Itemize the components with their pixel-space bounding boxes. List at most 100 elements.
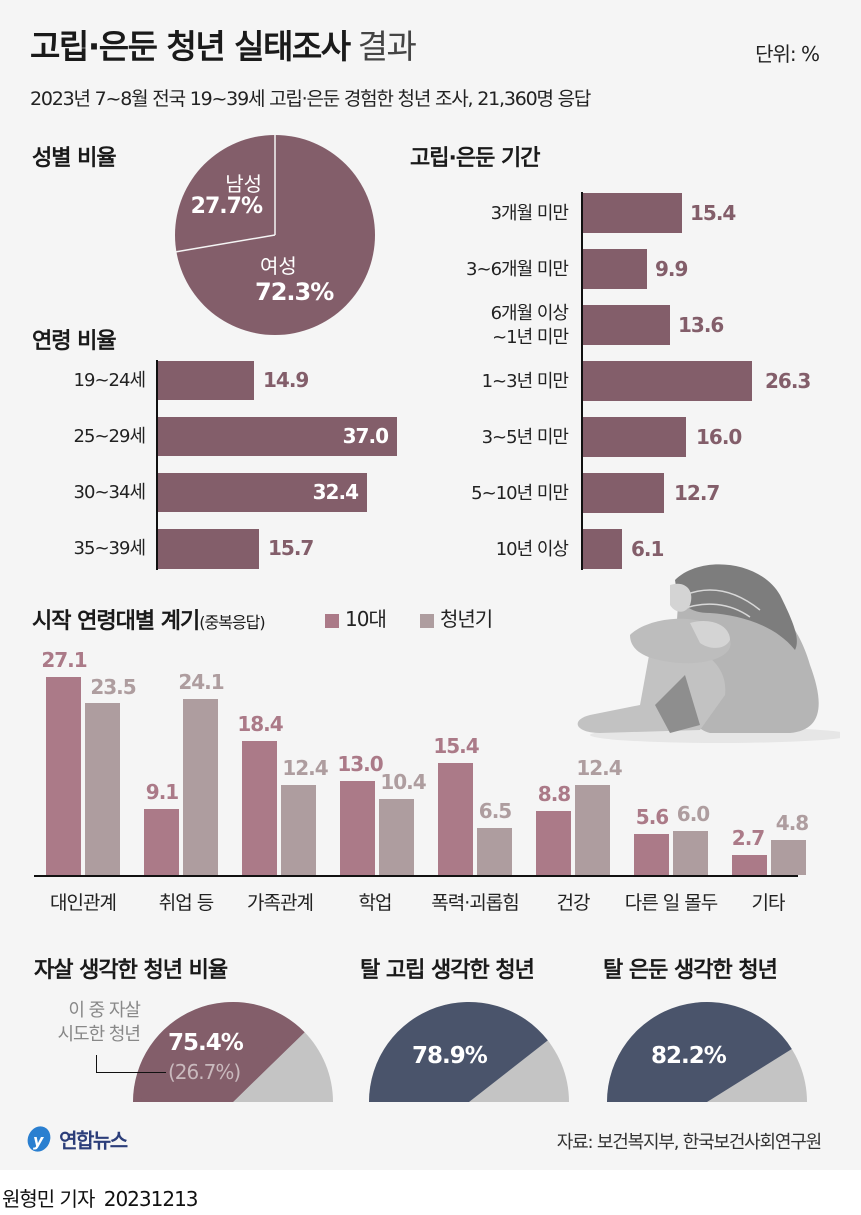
trigger-baseline <box>34 875 798 877</box>
bar-youth <box>771 840 806 875</box>
age-value: 37.0 <box>342 424 389 448</box>
value-youth: 12.4 <box>282 756 328 780</box>
legend-teen-label: 10대 <box>345 607 387 631</box>
duration-label: 3~6개월 미만 <box>466 259 569 280</box>
age-bar <box>158 473 367 512</box>
age-value: 14.9 <box>263 368 309 392</box>
trigger-title: 시작 연령대별 계기 <box>32 609 200 634</box>
bar-youth <box>477 828 512 875</box>
exit-reclusion-gauge <box>607 1001 807 1102</box>
bar-teen <box>144 809 179 875</box>
annotation-leader-vertical <box>96 1055 97 1073</box>
value-teen: 8.8 <box>537 782 571 806</box>
duration-value: 15.4 <box>690 201 736 225</box>
value-teen: 15.4 <box>433 734 479 758</box>
bar-youth <box>673 831 708 875</box>
legend-swatch-youth <box>420 613 434 628</box>
page-title: 고립·은둔 청년 실태조사 결과 <box>30 20 417 68</box>
annotation-line1: 이 중 자살 <box>68 1000 141 1021</box>
duration-value: 6.1 <box>631 537 664 561</box>
bar-teen <box>438 763 473 875</box>
duration-label: 3개월 미만 <box>490 203 569 224</box>
duration-value: 13.6 <box>678 313 724 337</box>
suicide-value: 75.4% <box>168 1030 244 1056</box>
legend-youth-label: 청년기 <box>440 607 493 631</box>
duration-bar <box>583 361 752 401</box>
duration-bar <box>583 193 682 233</box>
age-section-title: 연령 비율 <box>32 329 117 354</box>
category-label: 기타 <box>751 892 786 914</box>
annotation-line2: 시도한 청년 <box>57 1024 141 1045</box>
age-bar <box>158 529 259 569</box>
duration-label: 5~10년 미만 <box>471 483 569 504</box>
age-axis <box>156 360 158 570</box>
age-bar <box>158 417 397 456</box>
duration-label: 1~3년 미만 <box>481 371 569 392</box>
duration-value: 16.0 <box>696 425 742 449</box>
trigger-section-title: 시작 연령대별 계기(중복응답) <box>32 603 266 635</box>
duration-label: 6개월 이상 <box>490 303 569 324</box>
suicide-gauge-title: 자살 생각한 청년 비율 <box>34 958 228 983</box>
age-value: 15.7 <box>268 536 314 560</box>
unit-label: 단위: % <box>755 42 820 66</box>
bar-teen <box>536 811 571 875</box>
age-label: 35~39세 <box>73 538 146 559</box>
title-light: 결과 <box>357 27 417 66</box>
value-youth: 23.5 <box>90 675 136 699</box>
yonhap-logo-icon: y <box>27 1126 51 1152</box>
category-label: 가족관계 <box>247 892 314 914</box>
annotation-leader-horizontal <box>96 1072 166 1073</box>
subtitle: 2023년 7~8월 전국 19~39세 고립·은둔 경험한 청년 조사, 21… <box>30 88 591 110</box>
bar-youth <box>281 785 316 875</box>
category-label: 학업 <box>358 892 393 914</box>
category-label: 다른 일 몰두 <box>624 892 718 914</box>
yonhap-logo: y 연합뉴스 <box>24 1124 128 1154</box>
category-label: 건강 <box>556 892 591 914</box>
duration-bar <box>583 473 664 513</box>
bar-youth <box>379 799 414 875</box>
exit-isolation-value: 78.9% <box>412 1043 488 1069</box>
duration-bar <box>583 529 622 569</box>
duration-bar <box>583 417 686 457</box>
value-youth: 6.0 <box>676 802 710 826</box>
bar-teen <box>340 781 375 875</box>
male-value: 27.7% <box>190 194 263 219</box>
bar-youth <box>183 699 218 875</box>
gender-pie-chart <box>175 135 375 335</box>
category-label: 대인관계 <box>50 892 117 914</box>
age-value: 32.4 <box>312 480 359 504</box>
category-label: 폭력·괴롭힘 <box>431 892 519 914</box>
sitting-person-illustration <box>577 564 840 743</box>
age-label: 19~24세 <box>73 370 146 391</box>
category-label: 취업 등 <box>158 892 214 914</box>
suicide-gauge <box>133 1002 333 1102</box>
publish-date: 20231213 <box>103 1187 199 1211</box>
value-teen: 5.6 <box>635 805 669 829</box>
value-youth: 24.1 <box>178 670 224 694</box>
duration-label-line2: ~1년 미만 <box>492 327 569 348</box>
age-bar <box>158 361 254 400</box>
age-label: 30~34세 <box>73 482 146 503</box>
legend-youth: 청년기 <box>420 603 493 632</box>
exit-isolation-title: 탈 고립 생각한 청년 <box>360 958 535 983</box>
bar-teen <box>732 855 767 875</box>
duration-bar <box>583 305 670 345</box>
female-value: 72.3% <box>255 278 334 306</box>
source-text: 자료: 보건복지부, 한국보건사회연구원 <box>556 1132 822 1153</box>
duration-value: 12.7 <box>674 481 720 505</box>
duration-label: 10년 이상 <box>495 539 569 560</box>
duration-value: 26.3 <box>765 369 811 393</box>
female-label: 여성 <box>260 254 297 278</box>
value-youth: 10.4 <box>380 770 426 794</box>
value-youth: 12.4 <box>576 756 622 780</box>
svg-text:y: y <box>33 1131 44 1150</box>
title-bold: 고립·은둔 청년 실태조사 <box>30 27 351 66</box>
value-teen: 27.1 <box>41 648 87 672</box>
reporter-name: 원형민 기자 <box>2 1187 95 1211</box>
exit-reclusion-value: 82.2% <box>651 1043 727 1069</box>
duration-label: 3~5년 미만 <box>481 427 569 448</box>
value-youth: 4.8 <box>775 811 809 835</box>
bar-youth <box>85 703 120 875</box>
bar-teen <box>242 741 277 875</box>
value-teen: 13.0 <box>337 752 383 776</box>
